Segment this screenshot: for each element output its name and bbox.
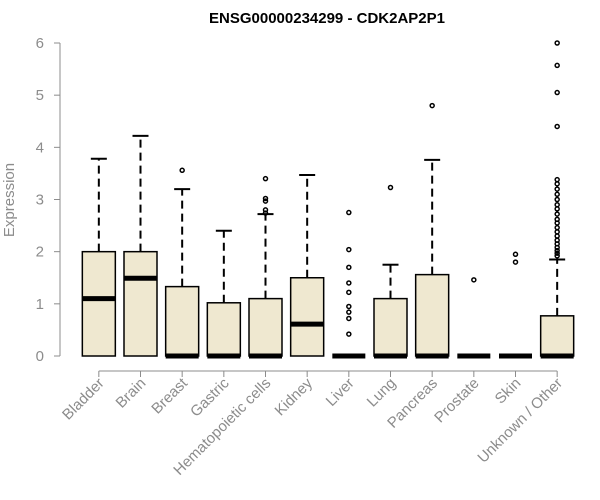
box-3	[206, 229, 242, 359]
outlier-point	[554, 201, 560, 208]
outlier-point	[346, 309, 352, 315]
outlier-point	[346, 280, 352, 286]
outlier-point	[346, 264, 352, 271]
y-tick-label: 4	[36, 139, 44, 156]
outlier-point	[471, 277, 477, 283]
box-rect	[206, 302, 242, 357]
box-rect	[539, 315, 575, 357]
outlier-point	[346, 315, 352, 322]
box-10	[499, 251, 532, 359]
outlier-point	[554, 89, 560, 96]
outlier-point	[387, 184, 394, 191]
y-tick-label: 0	[36, 348, 44, 365]
box-8	[414, 102, 450, 359]
outlier-point	[262, 210, 269, 216]
outlier-point	[512, 251, 519, 258]
box-4	[248, 175, 283, 359]
box-6	[332, 209, 366, 359]
outlier-point	[554, 123, 560, 130]
box-1	[123, 134, 158, 357]
box-11	[539, 40, 575, 359]
y-tick-label: 1	[36, 296, 44, 313]
x-tick-label: Lung	[364, 375, 400, 411]
outlier-point	[554, 247, 560, 254]
y-tick-label: 2	[36, 244, 44, 261]
box-rect	[373, 297, 408, 357]
outlier-point	[554, 191, 560, 198]
outlier-point	[554, 216, 560, 223]
box-rect	[289, 277, 325, 357]
box-rect	[81, 250, 117, 357]
box-5	[289, 173, 325, 357]
chart-title: ENSG00000234299 - CDK2AP2P1	[209, 10, 445, 27]
outlier-point	[346, 331, 352, 337]
outlier-point	[554, 237, 560, 243]
y-tick-label: 3	[36, 192, 44, 209]
box-0	[81, 157, 117, 357]
outlier-point	[262, 175, 269, 182]
outlier-point	[554, 233, 560, 239]
outlier-point	[262, 195, 269, 202]
outlier-point	[554, 250, 560, 256]
outlier-point	[179, 167, 185, 174]
outlier-point	[554, 253, 560, 259]
box-2	[164, 167, 200, 359]
x-tick-label: Bladder	[59, 375, 108, 424]
outlier-point	[554, 186, 560, 192]
x-tick-label: Prostate	[431, 375, 483, 427]
outlier-point	[262, 207, 269, 213]
outlier-point	[429, 102, 435, 109]
x-tick-label: Brain	[113, 375, 150, 412]
outlier-point	[554, 229, 560, 235]
x-tick-label: Breast	[148, 374, 191, 417]
box-group	[81, 40, 575, 359]
outlier-point	[346, 209, 352, 216]
outlier-point	[262, 198, 269, 204]
outlier-point	[554, 40, 560, 46]
box-rect	[248, 297, 283, 357]
y-tick-label: 6	[36, 35, 44, 52]
x-tick-label: Liver	[323, 375, 358, 410]
outlier-point	[554, 211, 560, 217]
outlier-point	[554, 176, 560, 183]
box-7	[373, 184, 408, 359]
outlier-point	[346, 303, 352, 310]
outlier-point	[554, 62, 560, 69]
y-axis: 0 1 2 3 4 5 6	[36, 35, 61, 365]
outlier-point	[554, 181, 560, 187]
outlier-point	[554, 206, 560, 212]
box-rect	[414, 273, 450, 357]
outlier-point	[346, 246, 352, 253]
outlier-point	[554, 196, 560, 203]
outlier-point	[512, 259, 519, 265]
x-tick-label: Kidney	[272, 374, 317, 419]
outlier-point	[346, 289, 352, 296]
box-rect	[123, 250, 158, 357]
y-axis-label: Expression	[1, 163, 18, 237]
outlier-point	[554, 224, 560, 231]
y-tick-label: 5	[36, 87, 44, 104]
box-rect	[164, 285, 200, 357]
x-tick-label: Skin	[492, 375, 525, 408]
box-9	[457, 277, 491, 359]
